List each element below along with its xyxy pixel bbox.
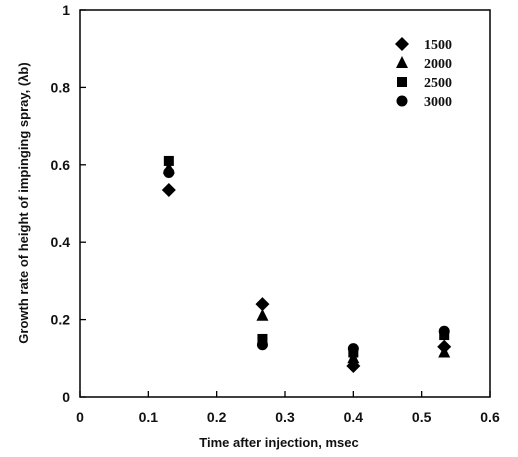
- data-point-3000: [347, 343, 359, 355]
- legend: 1500 2000 2500 3000: [395, 37, 452, 110]
- legend-marker-3000: [396, 95, 408, 107]
- x-tick-label: 0: [76, 409, 84, 425]
- x-axis-label: Time after injection, msec: [199, 435, 358, 450]
- legend-label-2500: 2500: [424, 76, 452, 91]
- ticks-group: 0 0.1 0.2 0.3 0.4 0.5 0.6 0 0.2 0.4 0.6 0.8 1: [51, 2, 500, 425]
- x-tick-label: 0.4: [344, 409, 364, 425]
- legend-label-2000: 2000: [424, 57, 452, 72]
- x-tick-label: 0.3: [275, 409, 295, 425]
- data-point-3000: [438, 325, 450, 337]
- data-point-2500: [257, 333, 268, 344]
- legend-label-3000: 3000: [424, 95, 452, 110]
- data-point-1500: [255, 297, 270, 312]
- legend-marker-1500: [395, 37, 409, 51]
- data-point-3000: [163, 167, 175, 179]
- data-point-2500: [163, 155, 174, 166]
- legend-marker-2500: [397, 77, 407, 87]
- data-point-3000: [256, 339, 268, 351]
- y-tick-label: 0.2: [51, 312, 71, 328]
- data-point-2000: [438, 345, 451, 358]
- x-tick-label: 0.1: [139, 409, 159, 425]
- legend-marker-2000: [396, 56, 408, 68]
- x-tick-label: 0.5: [412, 409, 432, 425]
- y-tick-label: 0.8: [51, 79, 71, 95]
- y-axis-label: Growth rate of height of impinging spray…: [16, 62, 31, 343]
- y-tick-label: 1: [62, 2, 70, 18]
- data-point-2000: [256, 308, 269, 321]
- x-tick-label: 0.2: [207, 409, 227, 425]
- data-points-group: [161, 155, 452, 374]
- y-tick-label: 0: [62, 389, 70, 405]
- legend-label-1500: 1500: [424, 38, 452, 53]
- data-point-1500: [161, 182, 176, 197]
- x-tick-label: 0.6: [480, 409, 500, 425]
- y-tick-label: 0.6: [51, 157, 71, 173]
- y-tick-label: 0.4: [51, 234, 71, 250]
